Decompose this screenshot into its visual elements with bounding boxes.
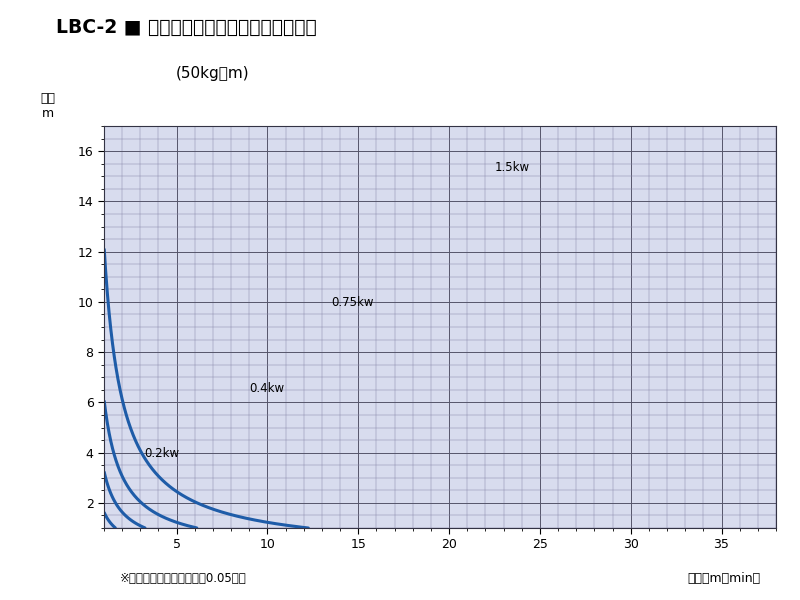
Text: 機長
m: 機長 m xyxy=(41,92,55,120)
Text: 1.5kw: 1.5kw xyxy=(494,161,530,174)
Text: ※搭送物ころがり摩擦係数0.05設定: ※搭送物ころがり摩擦係数0.05設定 xyxy=(120,572,246,585)
Text: LBC-2 ■ 機長・速度・出力の組合せ目安表: LBC-2 ■ 機長・速度・出力の組合せ目安表 xyxy=(56,18,317,37)
Text: 0.75kw: 0.75kw xyxy=(331,296,374,310)
Text: 0.4kw: 0.4kw xyxy=(250,382,285,395)
Text: 0.2kw: 0.2kw xyxy=(144,447,179,460)
Text: 速度（m／min）: 速度（m／min） xyxy=(687,572,760,585)
Text: (50kg／m): (50kg／m) xyxy=(176,66,250,81)
